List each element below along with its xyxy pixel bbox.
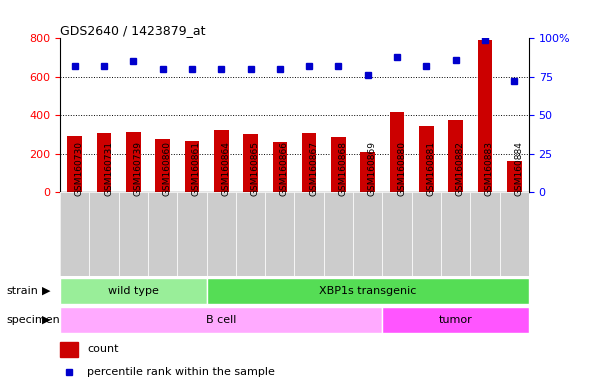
Text: GSM160864: GSM160864 — [221, 141, 230, 196]
Text: GSM160869: GSM160869 — [368, 141, 377, 196]
Bar — [185, 141, 200, 192]
Text: GDS2640 / 1423879_at: GDS2640 / 1423879_at — [60, 24, 206, 37]
Bar — [265, 192, 294, 276]
Bar — [507, 161, 522, 192]
Text: tumor: tumor — [439, 314, 472, 325]
Bar — [60, 278, 207, 304]
Text: GSM160882: GSM160882 — [456, 141, 465, 196]
Bar — [207, 192, 236, 276]
Text: GSM160865: GSM160865 — [251, 141, 260, 196]
Text: B cell: B cell — [206, 314, 236, 325]
Bar — [389, 112, 404, 192]
Text: GSM160881: GSM160881 — [426, 141, 435, 196]
Bar — [155, 139, 170, 192]
Bar — [441, 192, 470, 276]
Text: ▶: ▶ — [42, 286, 50, 296]
Bar — [90, 192, 119, 276]
Bar — [243, 134, 258, 192]
Bar — [60, 192, 90, 276]
Bar — [302, 134, 317, 192]
Text: count: count — [87, 344, 118, 354]
Bar — [361, 152, 375, 192]
Bar — [353, 192, 382, 276]
Text: XBP1s transgenic: XBP1s transgenic — [319, 286, 416, 296]
Bar — [470, 192, 499, 276]
Text: GSM160883: GSM160883 — [485, 141, 494, 196]
Bar — [148, 192, 177, 276]
Bar — [207, 278, 529, 304]
Bar — [324, 192, 353, 276]
Text: strain: strain — [6, 286, 38, 296]
Bar — [382, 307, 529, 333]
Text: GSM160868: GSM160868 — [338, 141, 347, 196]
Bar — [118, 192, 148, 276]
Bar — [126, 131, 141, 192]
Text: wild type: wild type — [108, 286, 159, 296]
Bar — [412, 192, 441, 276]
Bar — [272, 142, 287, 192]
Bar — [331, 137, 346, 192]
Bar — [60, 342, 78, 356]
Text: specimen: specimen — [6, 314, 59, 325]
Text: GSM160884: GSM160884 — [514, 141, 523, 196]
Bar — [382, 192, 412, 276]
Bar — [214, 130, 228, 192]
Bar — [67, 136, 82, 192]
Text: GSM160730: GSM160730 — [75, 141, 84, 196]
Text: GSM160739: GSM160739 — [133, 141, 142, 196]
Bar — [60, 307, 382, 333]
Bar — [499, 192, 529, 276]
Text: GSM160860: GSM160860 — [163, 141, 172, 196]
Text: GSM160731: GSM160731 — [104, 141, 113, 196]
Bar — [478, 40, 492, 192]
Text: GSM160861: GSM160861 — [192, 141, 201, 196]
Bar — [448, 120, 463, 192]
Text: GSM160880: GSM160880 — [397, 141, 406, 196]
Bar — [419, 126, 434, 192]
Bar — [294, 192, 324, 276]
Bar — [177, 192, 207, 276]
Text: ▶: ▶ — [42, 314, 50, 325]
Bar — [236, 192, 265, 276]
Text: GSM160867: GSM160867 — [309, 141, 318, 196]
Text: percentile rank within the sample: percentile rank within the sample — [87, 366, 275, 377]
Bar — [97, 134, 111, 192]
Text: GSM160866: GSM160866 — [280, 141, 289, 196]
